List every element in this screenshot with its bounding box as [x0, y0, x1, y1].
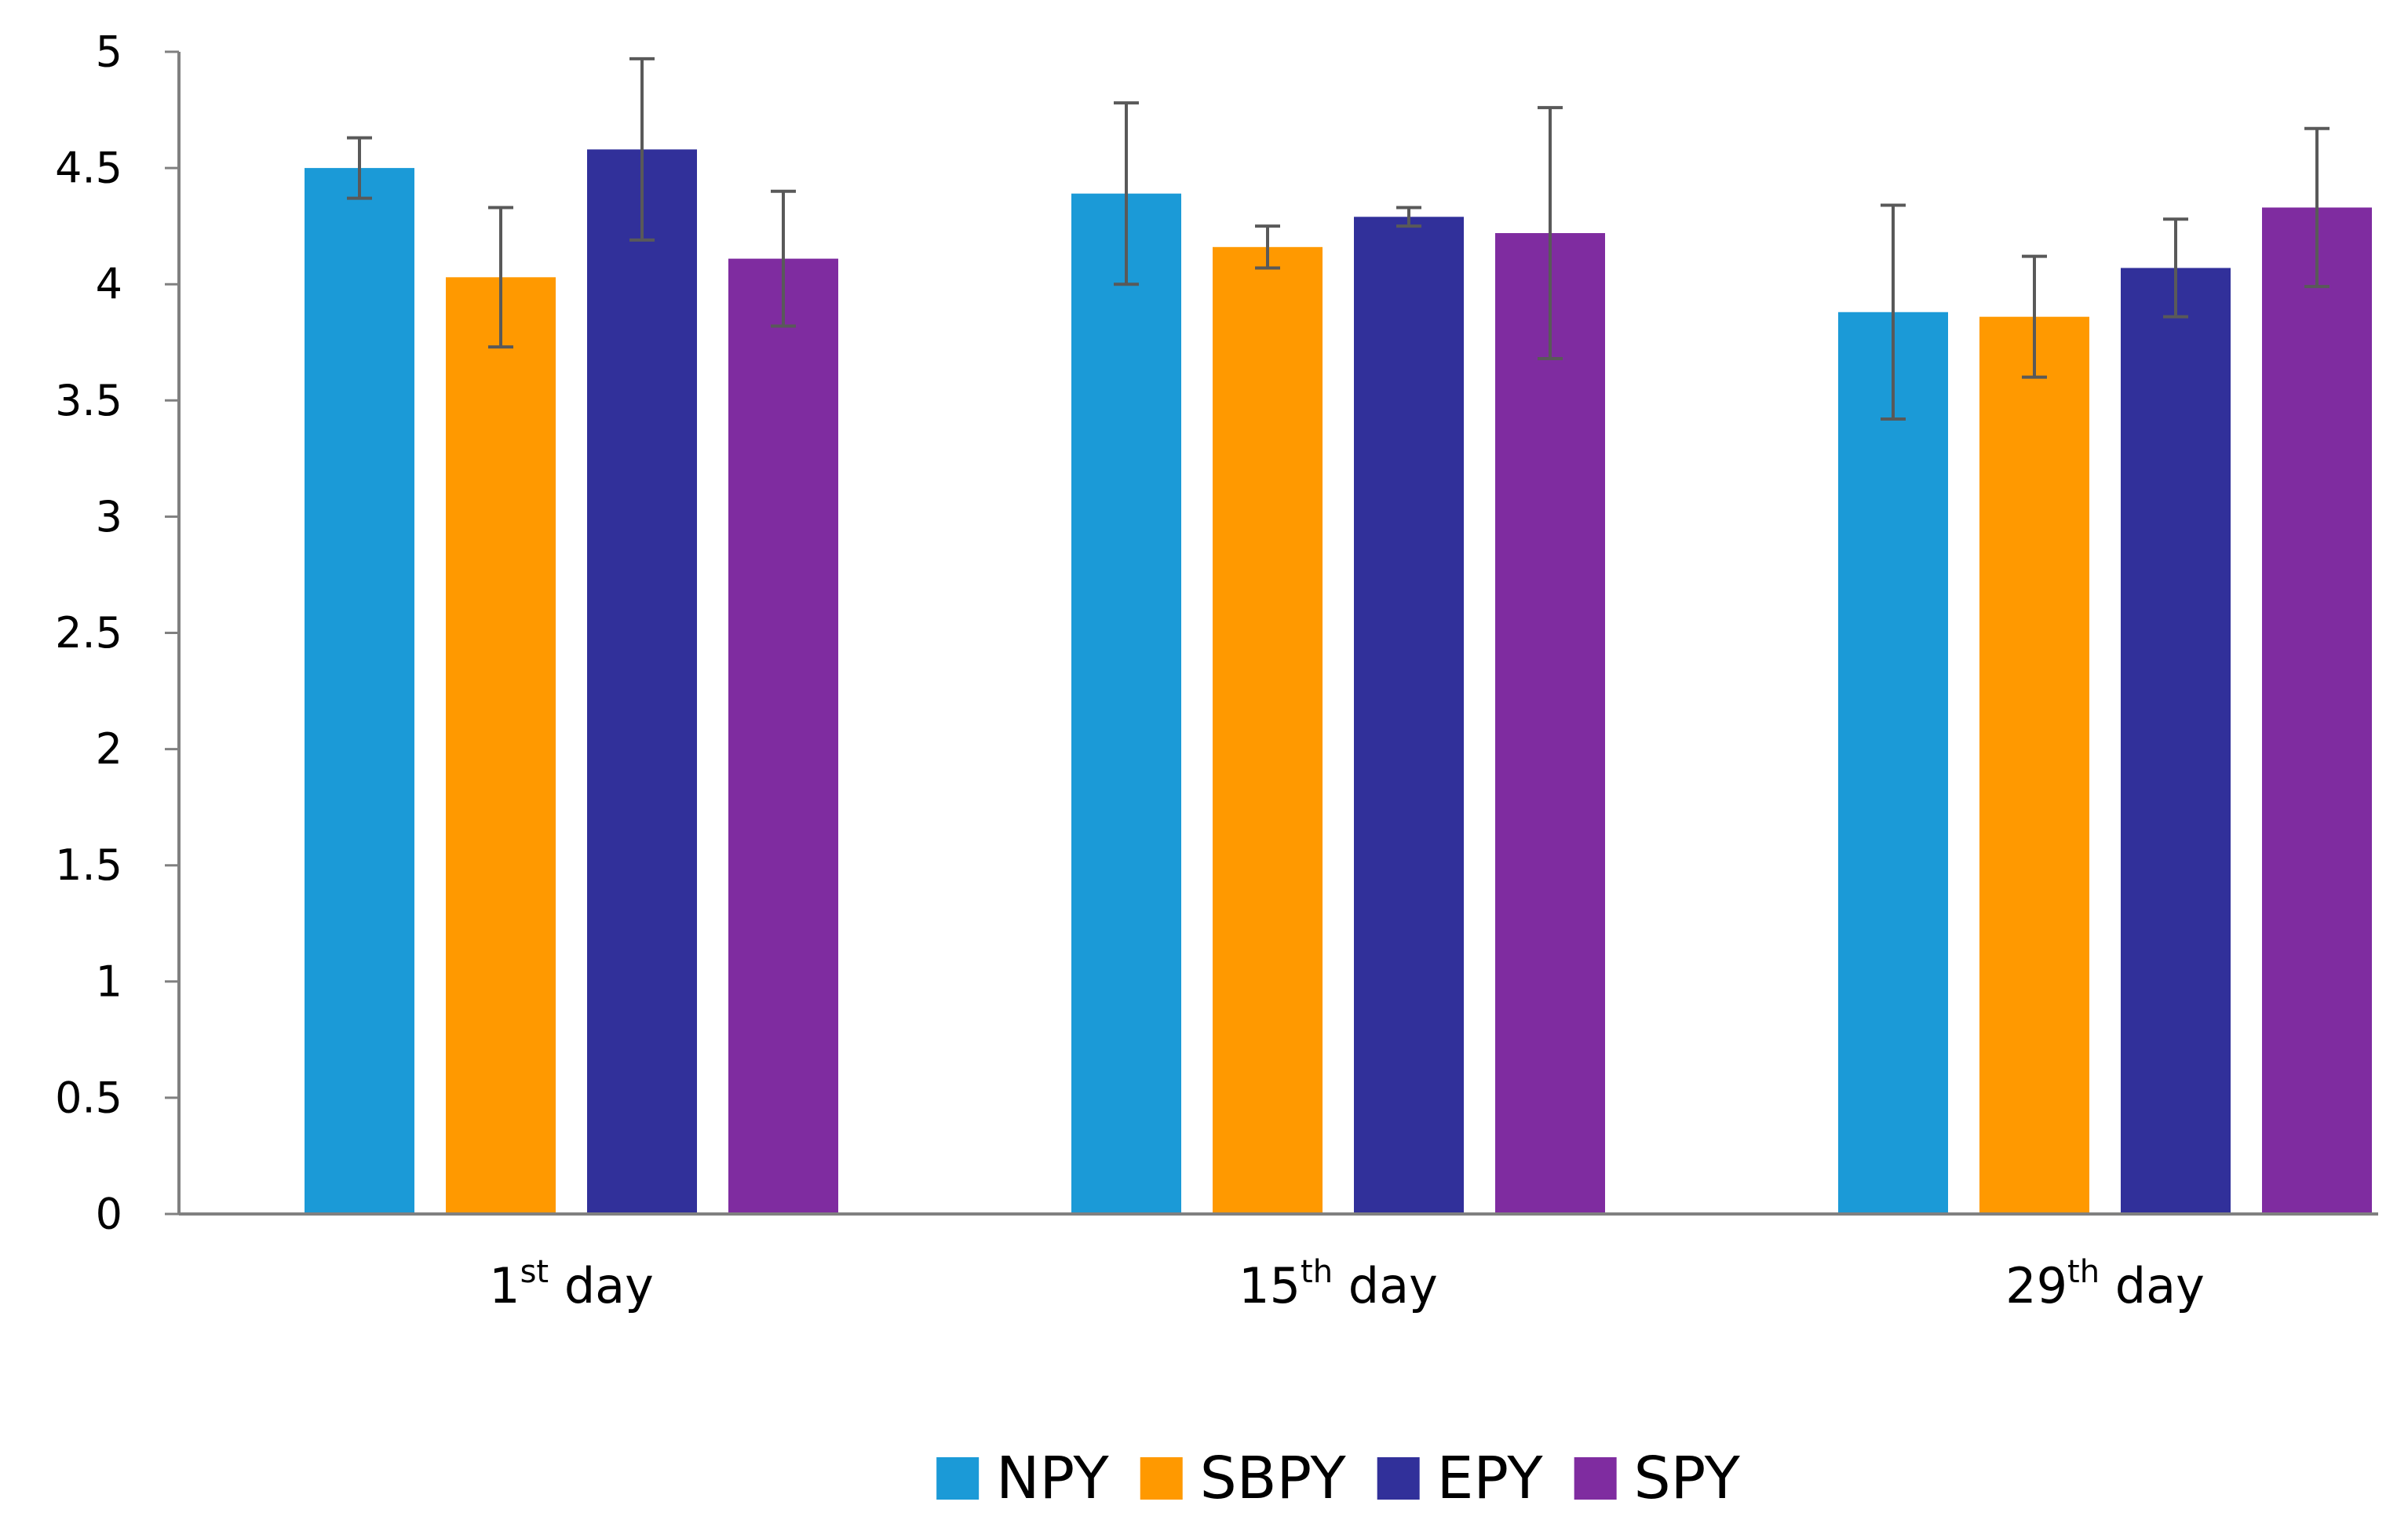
- error-bar-sbpy-1: [488, 206, 513, 349]
- legend-item-sbpy: SBPY: [1140, 1445, 1347, 1512]
- bar-sbpy-1: [446, 277, 556, 1215]
- error-bar-epy-3: [2163, 217, 2188, 319]
- error-bars: [347, 57, 2330, 421]
- error-bar-npy-1: [347, 136, 372, 200]
- bar-npy-2: [1071, 193, 1181, 1214]
- error-bar-npy-3: [1881, 203, 1906, 421]
- bar-npy-3: [1838, 312, 1948, 1214]
- y-axis-ticks: 0 0.5 1 1.5 2 2.5 3 3.5 4 4.5 5: [55, 27, 179, 1239]
- legend-label: NPY: [996, 1445, 1109, 1512]
- error-bar-epy-1: [629, 57, 655, 242]
- legend-item-npy: NPY: [936, 1445, 1110, 1512]
- bar-epy-1: [587, 149, 697, 1214]
- bar-sbpy-2: [1213, 246, 1323, 1215]
- legend: NPY SBPY EPY SPY: [936, 1445, 1741, 1512]
- error-bar-sbpy-2: [1255, 224, 1280, 270]
- error-bar-spy-3: [2304, 126, 2330, 289]
- x-axis-category-labels: 1st day 15th day 29th day: [489, 1254, 2205, 1314]
- error-bar-spy-2: [1538, 106, 1563, 360]
- legend-swatch: [1377, 1457, 1420, 1500]
- legend-label: SBPY: [1200, 1445, 1347, 1512]
- legend-swatch: [1574, 1457, 1617, 1500]
- y-tick-label: 3: [96, 492, 122, 541]
- bar-spy-3: [2262, 207, 2372, 1215]
- x-category-label: 29th day: [2005, 1254, 2205, 1314]
- legend-label: EPY: [1437, 1445, 1544, 1512]
- y-tick-label: 2.5: [55, 608, 122, 658]
- legend-item-epy: EPY: [1377, 1445, 1544, 1512]
- y-tick-label: 0.5: [55, 1073, 122, 1122]
- bar-spy-1: [728, 258, 838, 1214]
- error-bar-epy-2: [1396, 206, 1421, 228]
- legend-swatch: [1140, 1457, 1183, 1500]
- error-bar-npy-2: [1114, 101, 1139, 286]
- axes: [177, 52, 2378, 1216]
- bar-npy-1: [305, 168, 414, 1215]
- x-category-label: 1st day: [489, 1254, 654, 1314]
- bar-epy-3: [2121, 268, 2231, 1214]
- legend-label: SPY: [1634, 1445, 1741, 1512]
- bars: [305, 149, 2372, 1215]
- bar-epy-2: [1354, 217, 1464, 1214]
- y-tick-label: 4.5: [55, 144, 122, 193]
- error-bar-sbpy-3: [2022, 254, 2047, 379]
- bar-sbpy-3: [1979, 316, 2089, 1215]
- x-category-label: 15th day: [1239, 1254, 1438, 1314]
- bar-spy-2: [1495, 233, 1605, 1214]
- y-tick-label: 0: [96, 1190, 122, 1239]
- legend-item-spy: SPY: [1574, 1445, 1741, 1512]
- y-tick-label: 5: [96, 27, 122, 77]
- error-bar-spy-1: [771, 189, 796, 328]
- y-tick-label: 1.5: [55, 840, 122, 890]
- y-tick-label: 2: [96, 724, 122, 774]
- y-tick-label: 4: [96, 260, 122, 309]
- legend-swatch: [936, 1457, 980, 1500]
- y-tick-label: 3.5: [55, 376, 122, 425]
- y-tick-label: 1: [96, 957, 122, 1006]
